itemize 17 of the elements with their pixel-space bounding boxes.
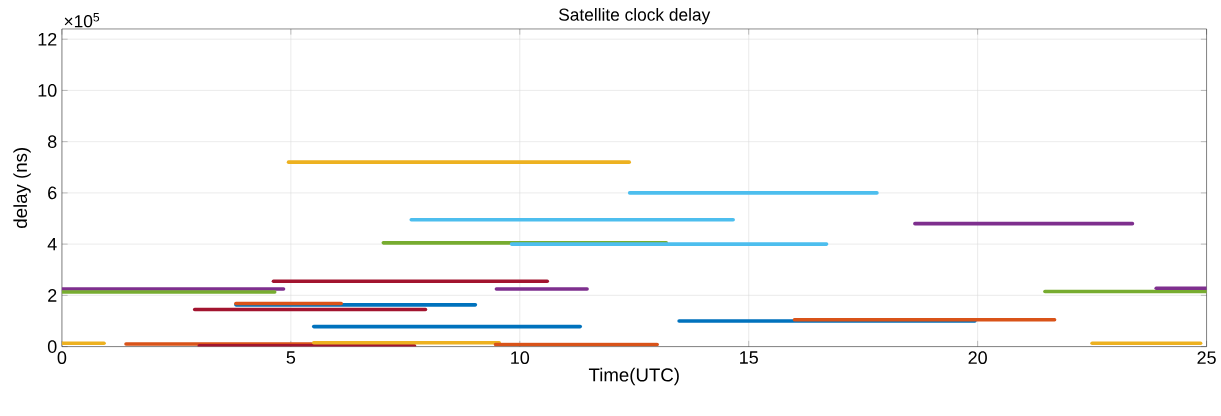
y-axis-title: delay (ns) (13, 148, 31, 229)
x-tick-label: 10 (511, 351, 530, 365)
y-tick-label: 4 (47, 238, 57, 251)
x-tick-label: 25 (1197, 351, 1216, 365)
x-tick-label: 5 (286, 351, 296, 365)
chart-title: Satellite clock delay (559, 8, 711, 25)
y-tick-label: 12 (38, 33, 57, 46)
x-tick-label: 0 (57, 351, 67, 365)
x-tick-label: 15 (740, 351, 758, 365)
y-tick-label: 0 (47, 340, 57, 354)
x-axis-title: Time(UTC) (588, 368, 679, 386)
x-tick-label: 20 (968, 351, 987, 365)
y-tick-label: 8 (48, 135, 57, 149)
y-tick-label: 2 (48, 289, 57, 302)
y-tick-label: 10 (38, 84, 57, 98)
y-tick-label: 6 (48, 186, 57, 200)
text: ×10$^{5}$ (64, 13, 100, 28)
